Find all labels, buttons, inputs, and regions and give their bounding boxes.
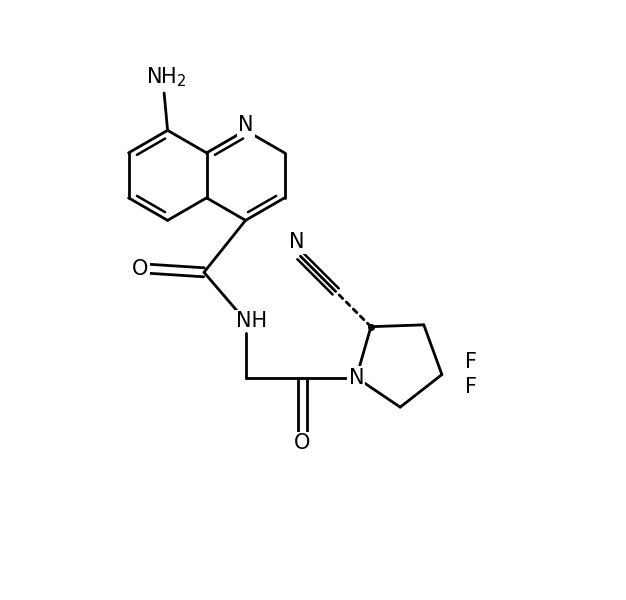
Text: F: F	[465, 377, 477, 397]
Text: O: O	[294, 433, 310, 454]
Text: N: N	[349, 368, 364, 388]
Text: O: O	[132, 259, 148, 279]
Text: N: N	[289, 232, 305, 253]
Text: NH$_2$: NH$_2$	[146, 65, 187, 89]
Text: NH: NH	[235, 311, 267, 331]
Text: N: N	[238, 115, 254, 136]
Text: F: F	[465, 352, 477, 372]
